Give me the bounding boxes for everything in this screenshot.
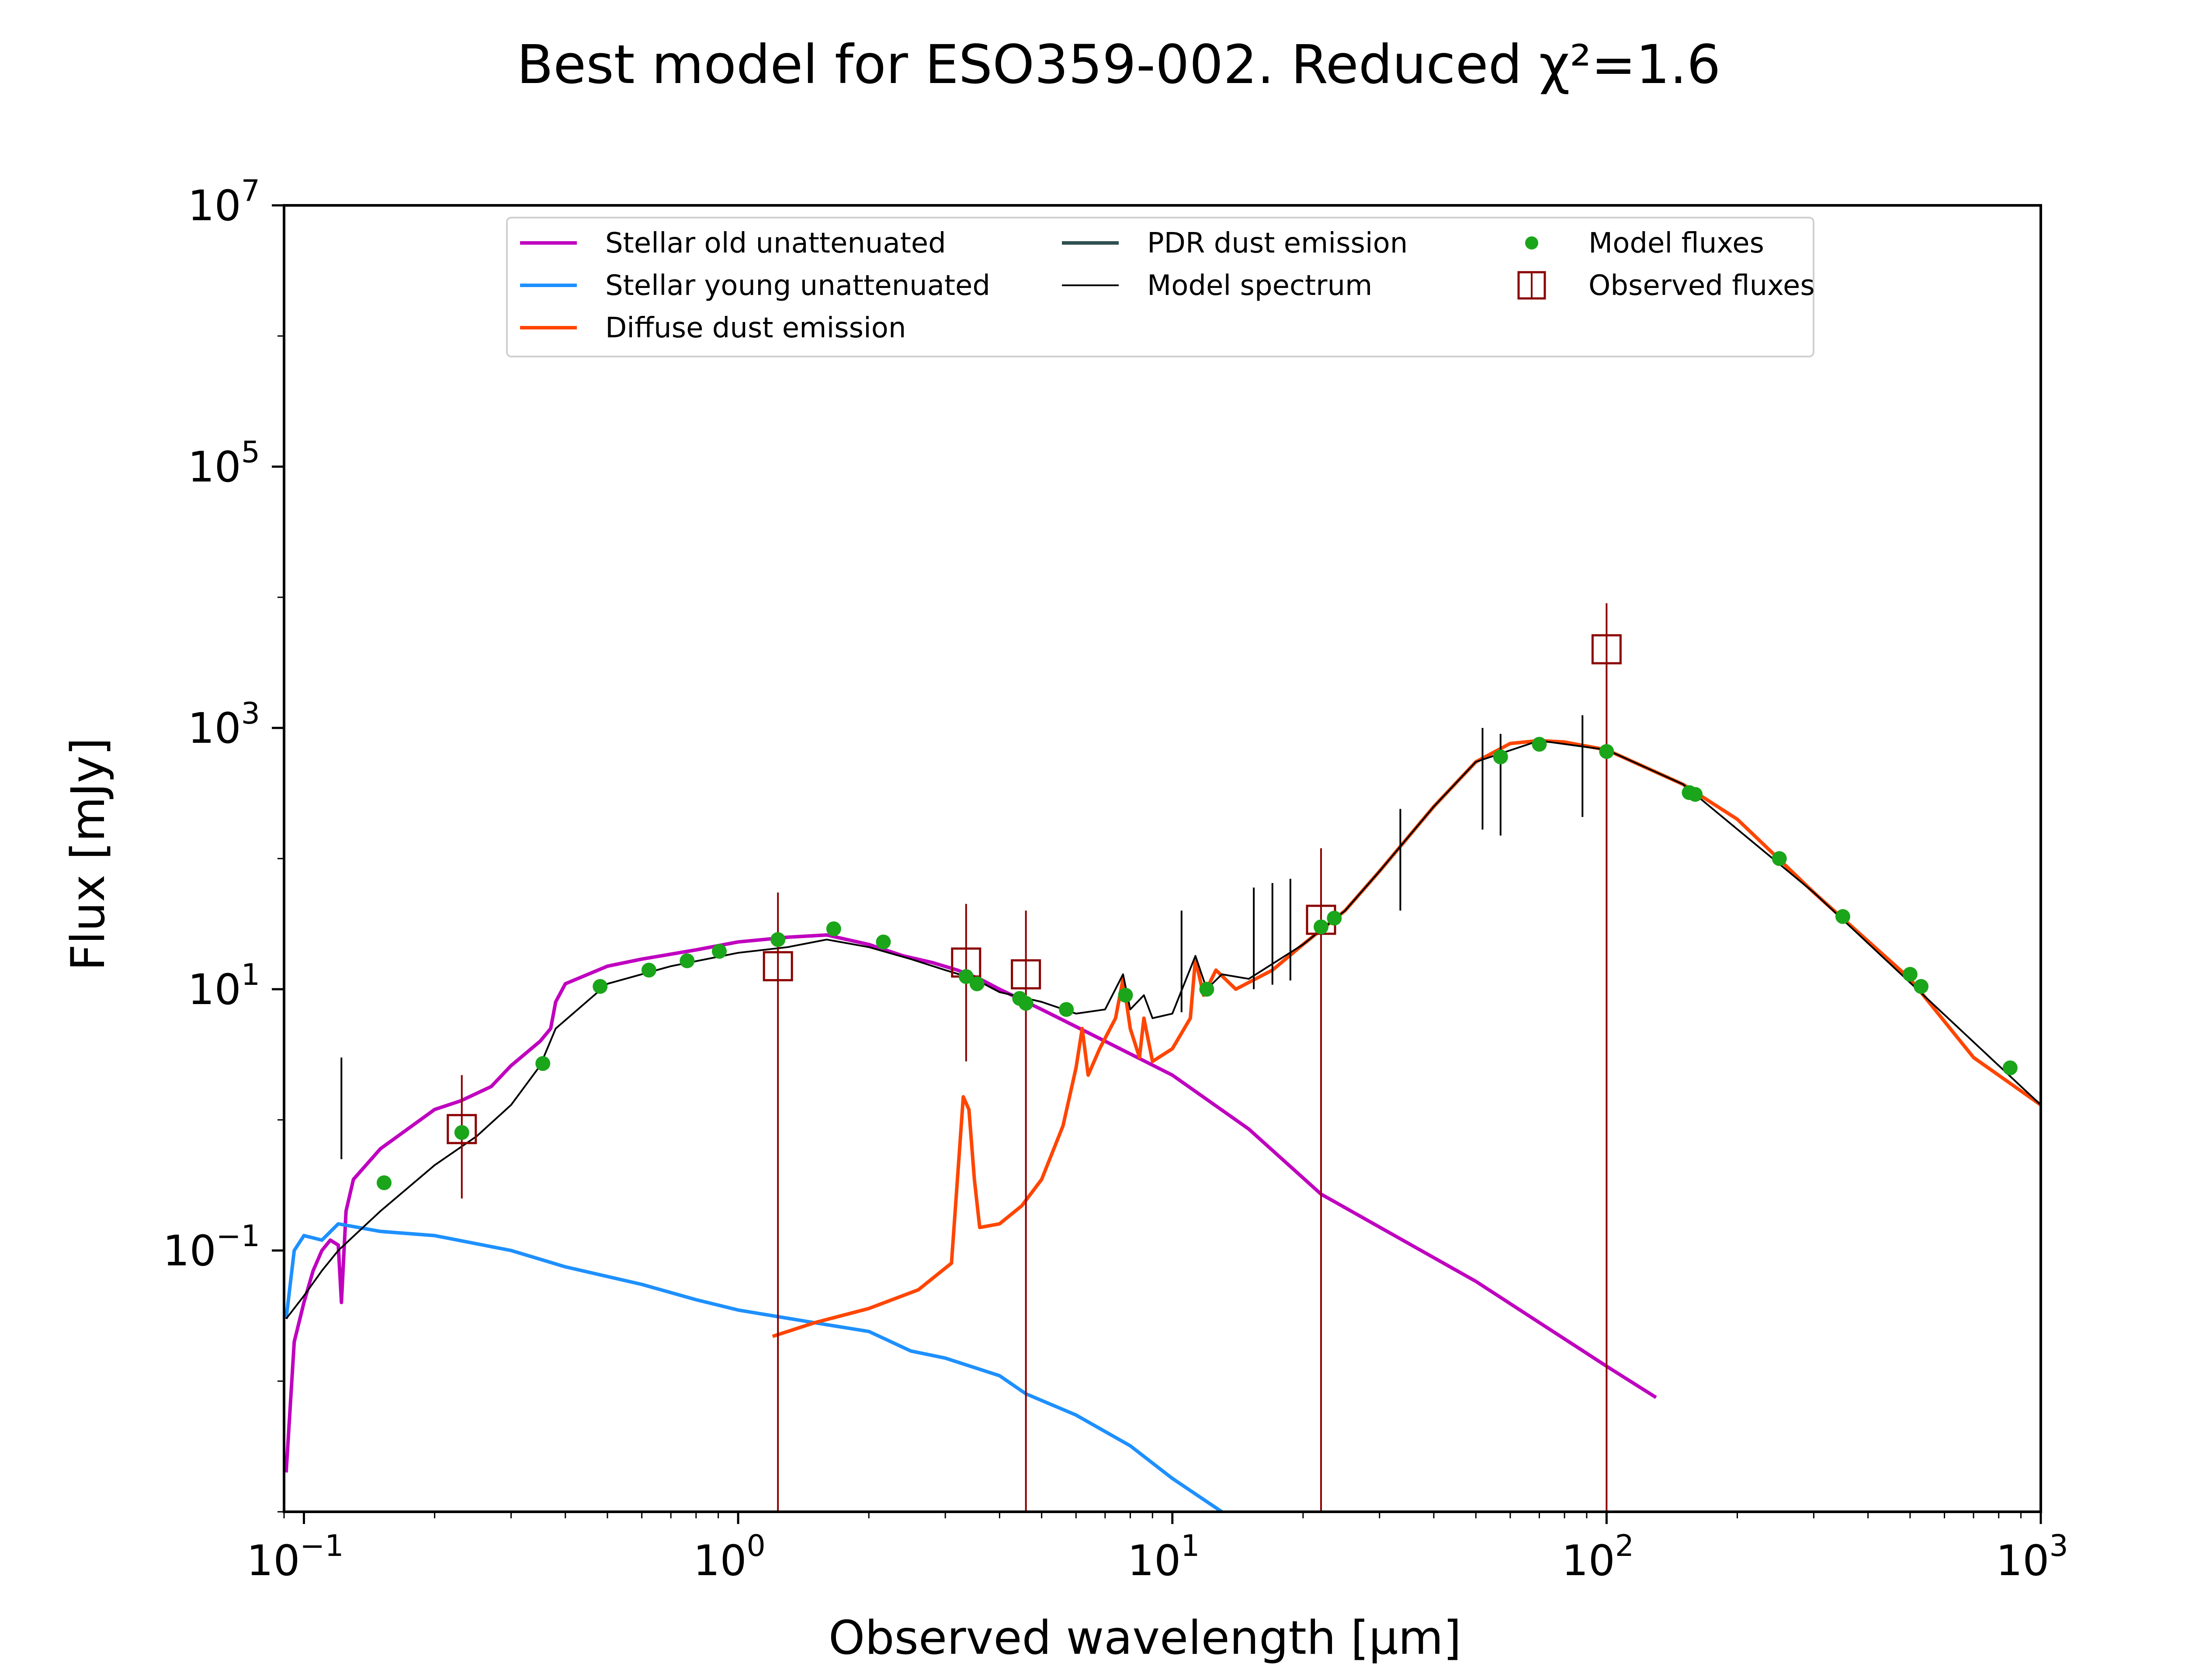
x-tick-label-base: 10 bbox=[1562, 1536, 1615, 1585]
y-tick-label-exponent: 3 bbox=[241, 696, 260, 731]
model-flux-point bbox=[770, 932, 786, 947]
x-tick-label-exponent: 3 bbox=[2049, 1529, 2068, 1563]
y-tick-label: 105 bbox=[188, 435, 260, 492]
model-flux-point bbox=[1835, 909, 1850, 924]
legend-item: Observed fluxes bbox=[1517, 270, 1815, 302]
y-axis-label: Flux [mJy] bbox=[61, 738, 115, 971]
x-tick-label: 101 bbox=[1127, 1529, 1200, 1585]
x-tick-label-base: 10 bbox=[1127, 1536, 1181, 1585]
legend-item: Diffuse dust emission bbox=[520, 312, 906, 344]
legend-item: Model spectrum bbox=[1062, 270, 1372, 302]
x-tick-label-base: 10 bbox=[1996, 1536, 2049, 1585]
model-flux-point bbox=[1532, 737, 1547, 752]
y-tick-label: 103 bbox=[188, 696, 260, 753]
y-tick-label-exponent: −1 bbox=[216, 1219, 260, 1254]
y-tick-label-exponent: 7 bbox=[241, 174, 260, 208]
legend-item: Stellar old unattenuated bbox=[520, 227, 946, 260]
observed-flux-marker bbox=[1591, 634, 1622, 665]
model-flux-point bbox=[593, 979, 608, 994]
legend-item: PDR dust emission bbox=[1062, 227, 1408, 260]
y-tick-label-exponent: 5 bbox=[241, 435, 260, 470]
x-tick-label-exponent: 1 bbox=[1181, 1529, 1200, 1563]
legend-label: Observed fluxes bbox=[1588, 270, 1815, 302]
model-flux-point bbox=[1199, 982, 1214, 997]
model-flux-point bbox=[826, 921, 841, 936]
x-tick-label-exponent: 2 bbox=[1615, 1529, 1634, 1563]
model-flux-point bbox=[876, 934, 891, 949]
model-flux-point bbox=[1914, 979, 1929, 994]
x-tick-label-base: 10 bbox=[693, 1536, 746, 1585]
legend-label: Diffuse dust emission bbox=[605, 312, 906, 344]
legend-label: Stellar old unattenuated bbox=[605, 227, 946, 260]
model-flux-point bbox=[454, 1125, 469, 1140]
legend: Stellar old unattenuated Stellar young un… bbox=[506, 217, 1815, 357]
y-tick-label-base: 10 bbox=[188, 443, 241, 492]
series-line-model-spectrum bbox=[285, 740, 2041, 1320]
legend-label: Model spectrum bbox=[1147, 270, 1372, 302]
model-flux-point bbox=[1493, 749, 1508, 765]
model-flux-point bbox=[680, 953, 695, 968]
series-line-stellar-young-unattenuated bbox=[284, 1222, 1223, 1512]
model-flux-point bbox=[1772, 851, 1787, 866]
x-tick-label: 10−1 bbox=[246, 1529, 343, 1585]
x-tick-label-base: 10 bbox=[246, 1536, 300, 1585]
model-flux-point bbox=[712, 944, 727, 959]
legend-swatch-dot bbox=[1525, 236, 1538, 249]
model-flux-point bbox=[1688, 787, 1703, 802]
y-tick-label-base: 10 bbox=[188, 181, 241, 230]
observed-flux-marker bbox=[447, 1114, 477, 1144]
model-flux-point bbox=[1018, 996, 1034, 1011]
model-flux-point bbox=[641, 963, 656, 978]
legend-label: PDR dust emission bbox=[1147, 227, 1408, 260]
observed-flux-marker bbox=[763, 951, 793, 981]
legend-label: Model fluxes bbox=[1588, 227, 1764, 260]
y-tick-label: 101 bbox=[188, 958, 260, 1014]
series-group bbox=[284, 603, 2041, 1512]
y-tick-label-base: 10 bbox=[163, 1226, 216, 1275]
legend-box bbox=[506, 217, 1814, 357]
model-flux-point bbox=[1902, 966, 1918, 982]
y-tick-label: 10−1 bbox=[163, 1219, 260, 1275]
observed-flux-marker bbox=[1011, 959, 1041, 990]
model-flux-point bbox=[958, 969, 974, 984]
x-axis-label: Observed wavelength [μm] bbox=[829, 1611, 1461, 1665]
model-flux-point bbox=[1599, 744, 1614, 759]
chart-title: Best model for ESO359-002. Reduced χ²=1.… bbox=[517, 34, 1720, 96]
model-flux-point bbox=[535, 1056, 551, 1071]
y-tick-label-base: 10 bbox=[188, 704, 241, 753]
model-flux-point bbox=[969, 976, 985, 991]
x-tick-label-exponent: 0 bbox=[747, 1529, 766, 1563]
legend-label: Stellar young unattenuated bbox=[605, 270, 990, 302]
x-tick-label-exponent: −1 bbox=[300, 1529, 343, 1563]
y-tick-label-base: 10 bbox=[188, 965, 241, 1014]
legend-item: Stellar young unattenuated bbox=[520, 270, 990, 302]
legend-item: Model fluxes bbox=[1525, 227, 1764, 260]
model-flux-point bbox=[1118, 987, 1133, 1003]
x-tick-label: 103 bbox=[1996, 1529, 2068, 1585]
y-tick-label: 107 bbox=[188, 174, 260, 230]
x-tick-label: 102 bbox=[1562, 1529, 1634, 1585]
model-flux-point bbox=[2002, 1060, 2018, 1076]
y-tick-label-exponent: 1 bbox=[241, 958, 260, 992]
x-tick-label: 100 bbox=[693, 1529, 765, 1585]
series-line-diffuse-dust-emission bbox=[772, 739, 2041, 1338]
model-flux-point bbox=[1059, 1002, 1074, 1017]
model-flux-point bbox=[1313, 919, 1328, 935]
model-flux-point bbox=[376, 1175, 392, 1190]
model-flux-point bbox=[1327, 911, 1342, 926]
